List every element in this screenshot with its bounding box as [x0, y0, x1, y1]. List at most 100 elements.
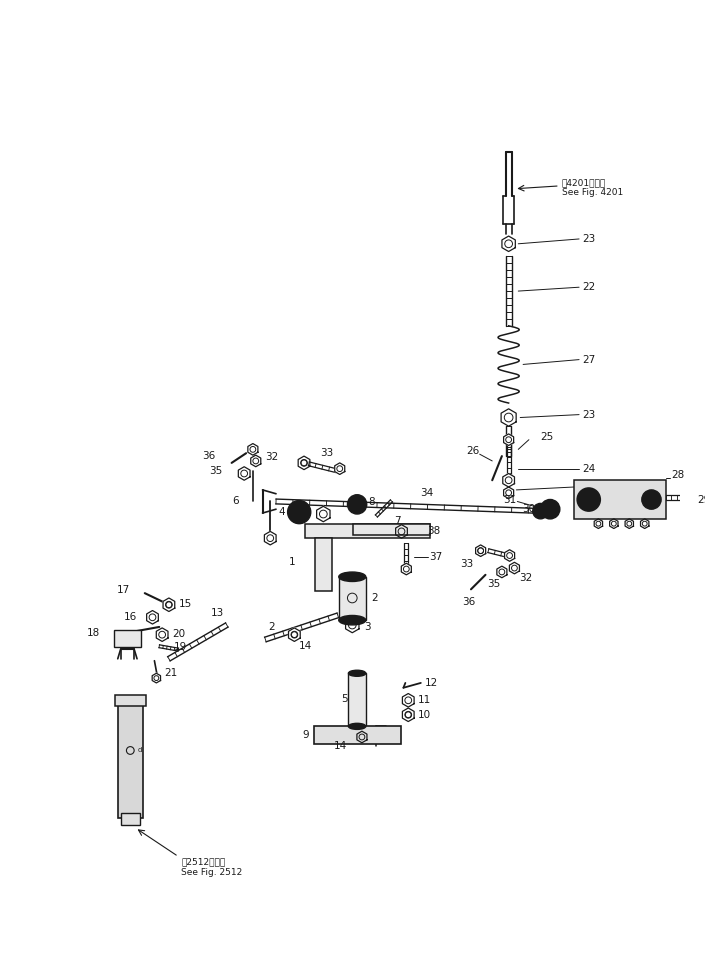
- Text: 38: 38: [427, 526, 441, 537]
- Polygon shape: [163, 598, 175, 612]
- Polygon shape: [403, 693, 414, 707]
- Text: 17: 17: [117, 585, 130, 595]
- Text: 27: 27: [582, 355, 595, 364]
- Text: 33: 33: [460, 559, 473, 569]
- Text: 35: 35: [486, 580, 500, 589]
- Bar: [115, 694, 146, 706]
- Text: 7: 7: [394, 516, 400, 526]
- Polygon shape: [298, 456, 310, 469]
- Polygon shape: [403, 708, 414, 722]
- Polygon shape: [476, 544, 486, 556]
- Circle shape: [541, 500, 560, 519]
- Text: 6: 6: [233, 497, 240, 506]
- Bar: [575, 480, 666, 519]
- Polygon shape: [238, 467, 250, 480]
- Text: 10: 10: [418, 710, 431, 720]
- Text: 15: 15: [178, 599, 192, 609]
- Ellipse shape: [339, 616, 366, 625]
- Text: 29: 29: [579, 482, 592, 492]
- Bar: [118, 702, 143, 818]
- Text: 35: 35: [209, 466, 222, 475]
- Circle shape: [642, 490, 661, 509]
- Ellipse shape: [339, 572, 366, 581]
- Text: 4: 4: [278, 507, 285, 517]
- Circle shape: [577, 488, 601, 511]
- Bar: [348, 673, 366, 727]
- Text: 2: 2: [372, 593, 378, 603]
- Text: 16: 16: [124, 613, 137, 622]
- Text: 23: 23: [582, 234, 595, 244]
- Text: 2: 2: [269, 622, 275, 632]
- Polygon shape: [396, 525, 407, 539]
- Text: d: d: [138, 747, 142, 754]
- Polygon shape: [501, 409, 516, 427]
- Polygon shape: [317, 506, 330, 522]
- Text: 19: 19: [173, 642, 187, 653]
- Text: 3: 3: [364, 622, 371, 632]
- Polygon shape: [264, 532, 276, 544]
- Polygon shape: [610, 519, 618, 529]
- Text: 8: 8: [369, 498, 375, 507]
- Polygon shape: [147, 611, 159, 624]
- Text: 37: 37: [429, 552, 443, 562]
- Text: 25: 25: [541, 431, 553, 442]
- Text: 36: 36: [202, 451, 215, 461]
- Bar: [114, 630, 141, 647]
- Text: 3: 3: [301, 507, 308, 517]
- Bar: [121, 813, 140, 825]
- Bar: [339, 577, 366, 620]
- Text: 21: 21: [164, 668, 178, 678]
- Circle shape: [288, 501, 311, 524]
- Text: 33: 33: [321, 448, 333, 458]
- Text: See Fig. 2512: See Fig. 2512: [181, 868, 243, 877]
- Polygon shape: [625, 519, 634, 529]
- Text: 9: 9: [302, 730, 309, 740]
- Polygon shape: [503, 473, 515, 487]
- Text: 28: 28: [670, 470, 684, 480]
- Bar: [314, 539, 332, 591]
- Polygon shape: [152, 673, 161, 683]
- Polygon shape: [357, 731, 367, 743]
- Text: 34: 34: [420, 488, 433, 498]
- Text: 14: 14: [334, 740, 348, 751]
- Polygon shape: [684, 492, 694, 504]
- Circle shape: [348, 495, 367, 514]
- Text: 32: 32: [520, 573, 532, 582]
- Polygon shape: [497, 566, 507, 578]
- Text: 26: 26: [467, 446, 479, 456]
- Ellipse shape: [348, 724, 366, 730]
- Polygon shape: [251, 455, 261, 467]
- Text: See Fig. 4201: See Fig. 4201: [562, 188, 623, 197]
- Text: 32: 32: [265, 452, 278, 462]
- Text: 第4201図参照: 第4201図参照: [562, 178, 606, 187]
- Text: 5: 5: [341, 694, 348, 704]
- Polygon shape: [288, 628, 300, 642]
- Ellipse shape: [348, 670, 366, 676]
- Text: 23: 23: [582, 410, 595, 420]
- Bar: [314, 727, 400, 744]
- Text: 第2512図参照: 第2512図参照: [181, 857, 226, 866]
- Circle shape: [533, 504, 548, 519]
- Bar: [305, 524, 431, 539]
- Text: 11: 11: [418, 695, 431, 705]
- Polygon shape: [503, 434, 514, 445]
- Bar: [353, 524, 431, 536]
- Polygon shape: [401, 563, 411, 575]
- Polygon shape: [594, 519, 603, 529]
- Text: 1: 1: [289, 557, 295, 567]
- Text: 36: 36: [462, 597, 476, 607]
- Text: 30: 30: [522, 505, 536, 514]
- Text: 24: 24: [582, 464, 595, 473]
- Polygon shape: [641, 519, 649, 529]
- Text: 13: 13: [211, 609, 224, 618]
- Text: 14: 14: [299, 641, 312, 652]
- Text: 18: 18: [87, 627, 100, 638]
- Text: 20: 20: [172, 628, 185, 639]
- Polygon shape: [345, 618, 359, 633]
- Text: 29: 29: [697, 495, 705, 505]
- Text: 22: 22: [582, 282, 595, 292]
- Text: 31: 31: [503, 495, 516, 505]
- Text: 12: 12: [424, 678, 438, 688]
- Polygon shape: [510, 562, 520, 574]
- Polygon shape: [505, 549, 515, 561]
